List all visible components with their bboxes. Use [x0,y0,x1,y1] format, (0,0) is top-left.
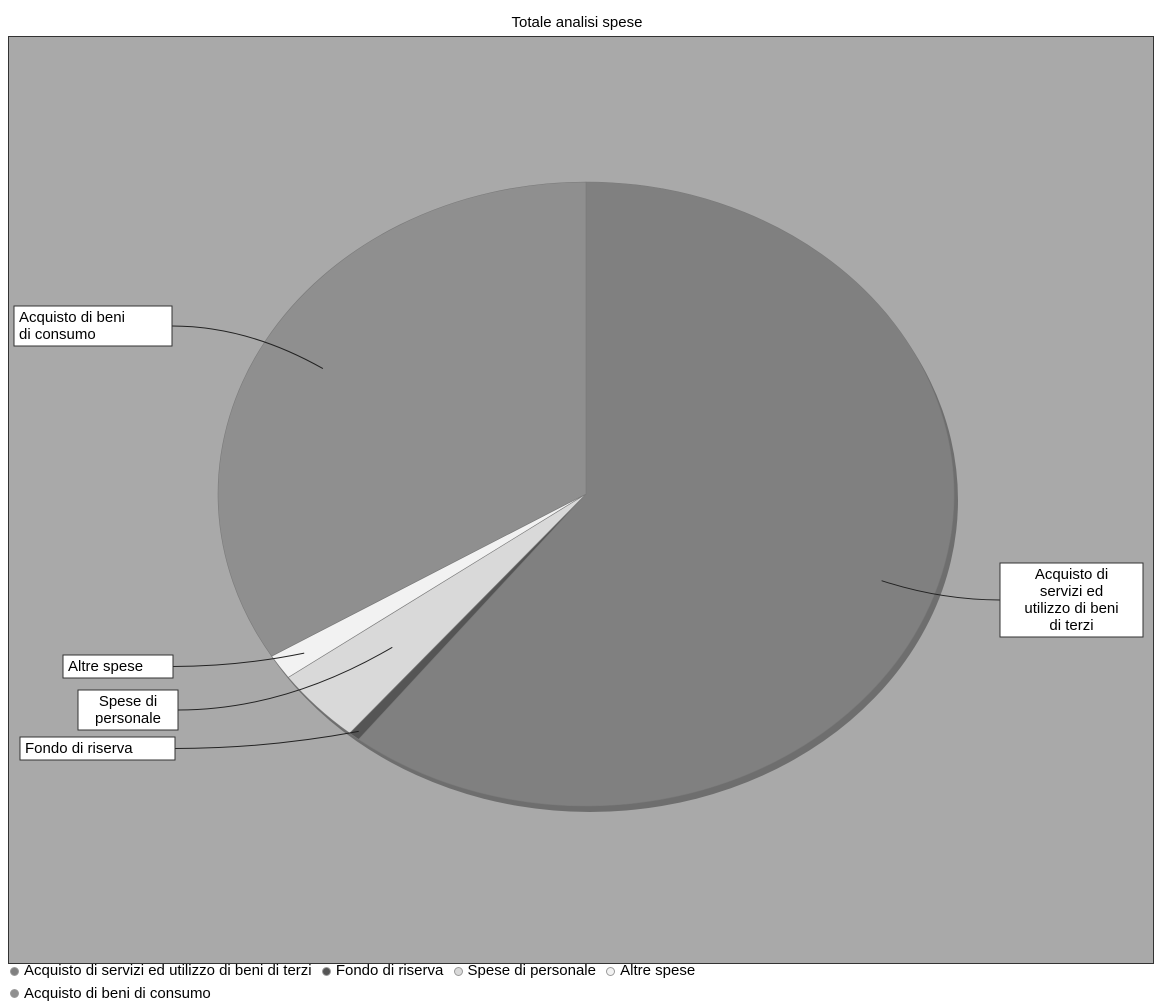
legend-swatch-icon [10,989,19,998]
slice-label: servizi ed [1040,583,1103,600]
legend-swatch-icon [454,967,463,976]
legend-label: Acquisto di servizi ed utilizzo di beni … [24,960,312,982]
legend: Acquisto di servizi ed utilizzo di beni … [10,960,1010,1005]
leader-line [175,731,359,748]
slice-label: di terzi [1049,617,1093,634]
slice-label: Altre spese [68,658,143,675]
slice-label: Fondo di riserva [25,740,133,757]
legend-swatch-icon [10,967,19,976]
legend-label: Acquisto di beni di consumo [24,983,211,1005]
legend-item[interactable]: Acquisto di servizi ed utilizzo di beni … [10,960,312,982]
slice-label: personale [95,710,161,727]
legend-label: Altre spese [620,960,695,982]
legend-item[interactable]: Spese di personale [454,960,596,982]
slice-label: Acquisto di beni [19,309,125,326]
slice-label: Spese di [99,693,157,710]
slice-label: di consumo [19,326,96,343]
legend-item[interactable]: Altre spese [606,960,695,982]
legend-swatch-icon [606,967,615,976]
slice-label: utilizzo di beni [1024,600,1118,617]
legend-row-2: Acquisto di beni di consumo [10,983,1010,1005]
slice-label: Acquisto di [1035,566,1108,583]
legend-item[interactable]: Acquisto di beni di consumo [10,983,211,1005]
legend-item[interactable]: Fondo di riserva [322,960,444,982]
legend-row-1: Acquisto di servizi ed utilizzo di beni … [10,960,1010,983]
legend-label: Fondo di riserva [336,960,444,982]
legend-swatch-icon [322,967,331,976]
legend-label: Spese di personale [468,960,596,982]
